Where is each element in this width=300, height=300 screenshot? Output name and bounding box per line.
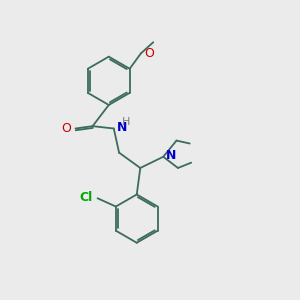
Text: N: N <box>117 121 127 134</box>
Text: H: H <box>122 117 130 127</box>
Text: O: O <box>61 122 71 135</box>
Text: O: O <box>145 47 154 60</box>
Text: Cl: Cl <box>79 191 92 204</box>
Text: N: N <box>166 149 177 162</box>
